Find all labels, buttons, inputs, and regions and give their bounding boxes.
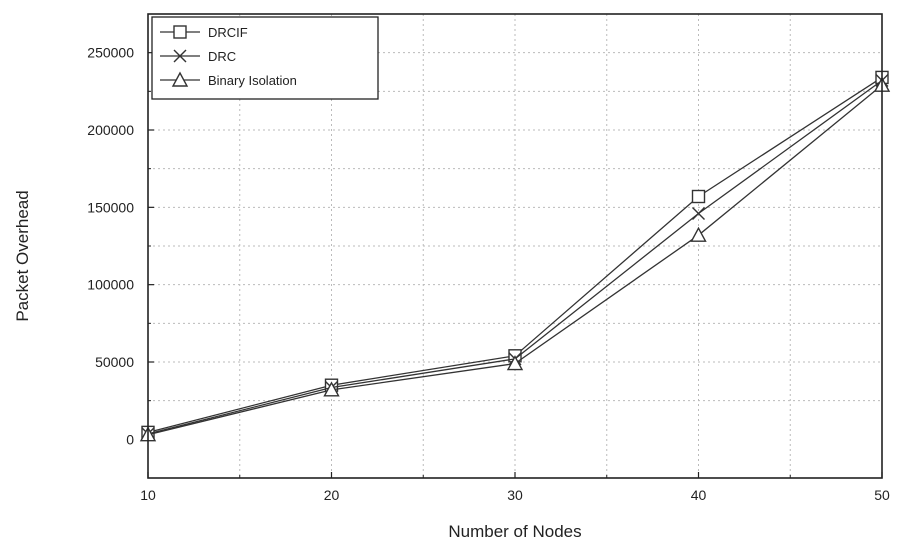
x-axis-label: Number of Nodes	[448, 522, 581, 541]
legend-entry: Binary Isolation	[160, 71, 297, 88]
y-tick-label: 50000	[95, 354, 134, 370]
x-tick-label: 10	[140, 487, 156, 503]
data-point	[506, 355, 524, 371]
y-tick-label: 250000	[87, 45, 134, 61]
x-tick-label: 50	[874, 487, 890, 503]
x-tick-label: 40	[691, 487, 707, 503]
legend-marker	[171, 71, 189, 87]
y-tick-label: 0	[126, 431, 134, 447]
legend-label: DRC	[208, 49, 236, 64]
legend-marker	[173, 25, 187, 39]
data-point	[692, 207, 705, 221]
x-tick-label: 30	[507, 487, 523, 503]
y-tick-label: 100000	[87, 277, 134, 293]
y-axis-label: Packet Overhead	[13, 190, 32, 321]
x-tick-label: 20	[324, 487, 340, 503]
x-axis-ticks: 10 20 30 40 50	[140, 472, 890, 503]
legend-label: Binary Isolation	[208, 73, 297, 88]
legend-label: DRCIF	[208, 25, 248, 40]
legend-marker	[173, 49, 187, 63]
data-point	[323, 381, 340, 397]
legend-box	[151, 16, 379, 100]
series-layer	[139, 70, 891, 442]
plot-frame	[147, 13, 883, 479]
legend-entry: DRC	[160, 49, 236, 64]
legend-entry: DRCIF	[160, 25, 248, 40]
legend: DRCIF DRC Binary Isolation	[151, 16, 379, 100]
y-axis-ticks: 0 50000 100000 150000 200000 250000	[87, 45, 154, 479]
y-tick-label: 150000	[87, 199, 134, 215]
data-point	[691, 189, 706, 204]
y-tick-label: 200000	[87, 122, 134, 138]
data-point	[690, 226, 707, 242]
